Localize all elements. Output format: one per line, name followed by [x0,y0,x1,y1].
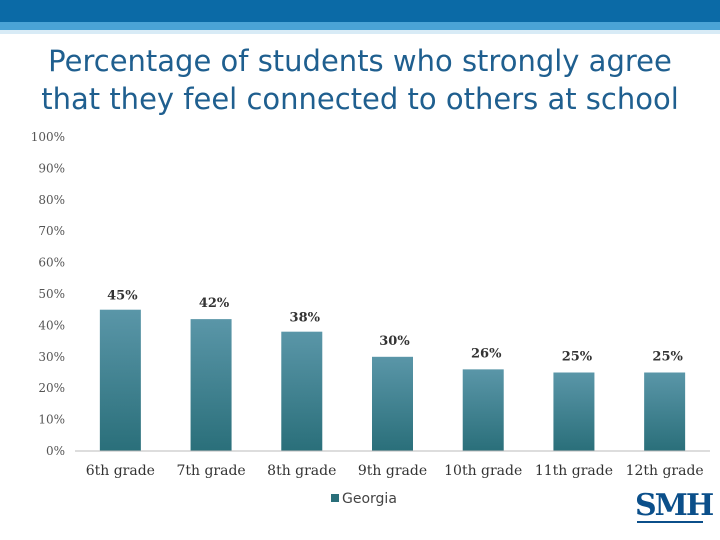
legend-label: Georgia [342,491,397,507]
category-label: 9th grade [358,463,427,479]
category-label: 10th grade [444,463,522,479]
category-label: 11th grade [535,463,613,479]
y-tick-label: 40% [38,318,65,332]
header-rule-light [0,30,720,34]
data-label: 45% [107,289,138,304]
bar [462,369,504,451]
bar [553,372,595,451]
data-label: 26% [471,346,502,361]
y-tick-label: 30% [38,350,65,364]
data-label: 38% [290,311,321,326]
bar [281,331,323,451]
y-tick-label: 90% [38,161,65,175]
bar [99,309,141,451]
logo-text: SMH [635,488,714,523]
y-tick-label: 80% [38,193,65,207]
category-label: 12th grade [626,463,704,479]
logo-underline [637,521,703,523]
bar [644,372,686,451]
smh-logo: SMH [635,488,714,524]
category-label: 7th grade [176,463,245,479]
bar [190,319,232,451]
y-tick-label: 20% [38,381,65,395]
bar [372,356,413,451]
legend-swatch [331,494,339,502]
y-tick-label: 50% [38,287,65,301]
y-tick-label: 70% [38,224,65,238]
category-label: 6th grade [86,463,155,479]
y-tick-label: 10% [38,413,65,427]
data-label: 25% [652,350,683,365]
y-tick-label: 0% [46,444,65,458]
data-label: 25% [562,350,593,365]
data-label: 42% [199,296,230,311]
header-band [0,0,720,22]
header-rule [0,22,720,30]
y-tick-label: 100% [31,130,65,144]
chart-title: Percentage of students who strongly agre… [41,44,679,116]
y-tick-label: 60% [38,256,65,270]
category-label: 8th grade [267,463,336,479]
data-label: 30% [379,334,410,349]
